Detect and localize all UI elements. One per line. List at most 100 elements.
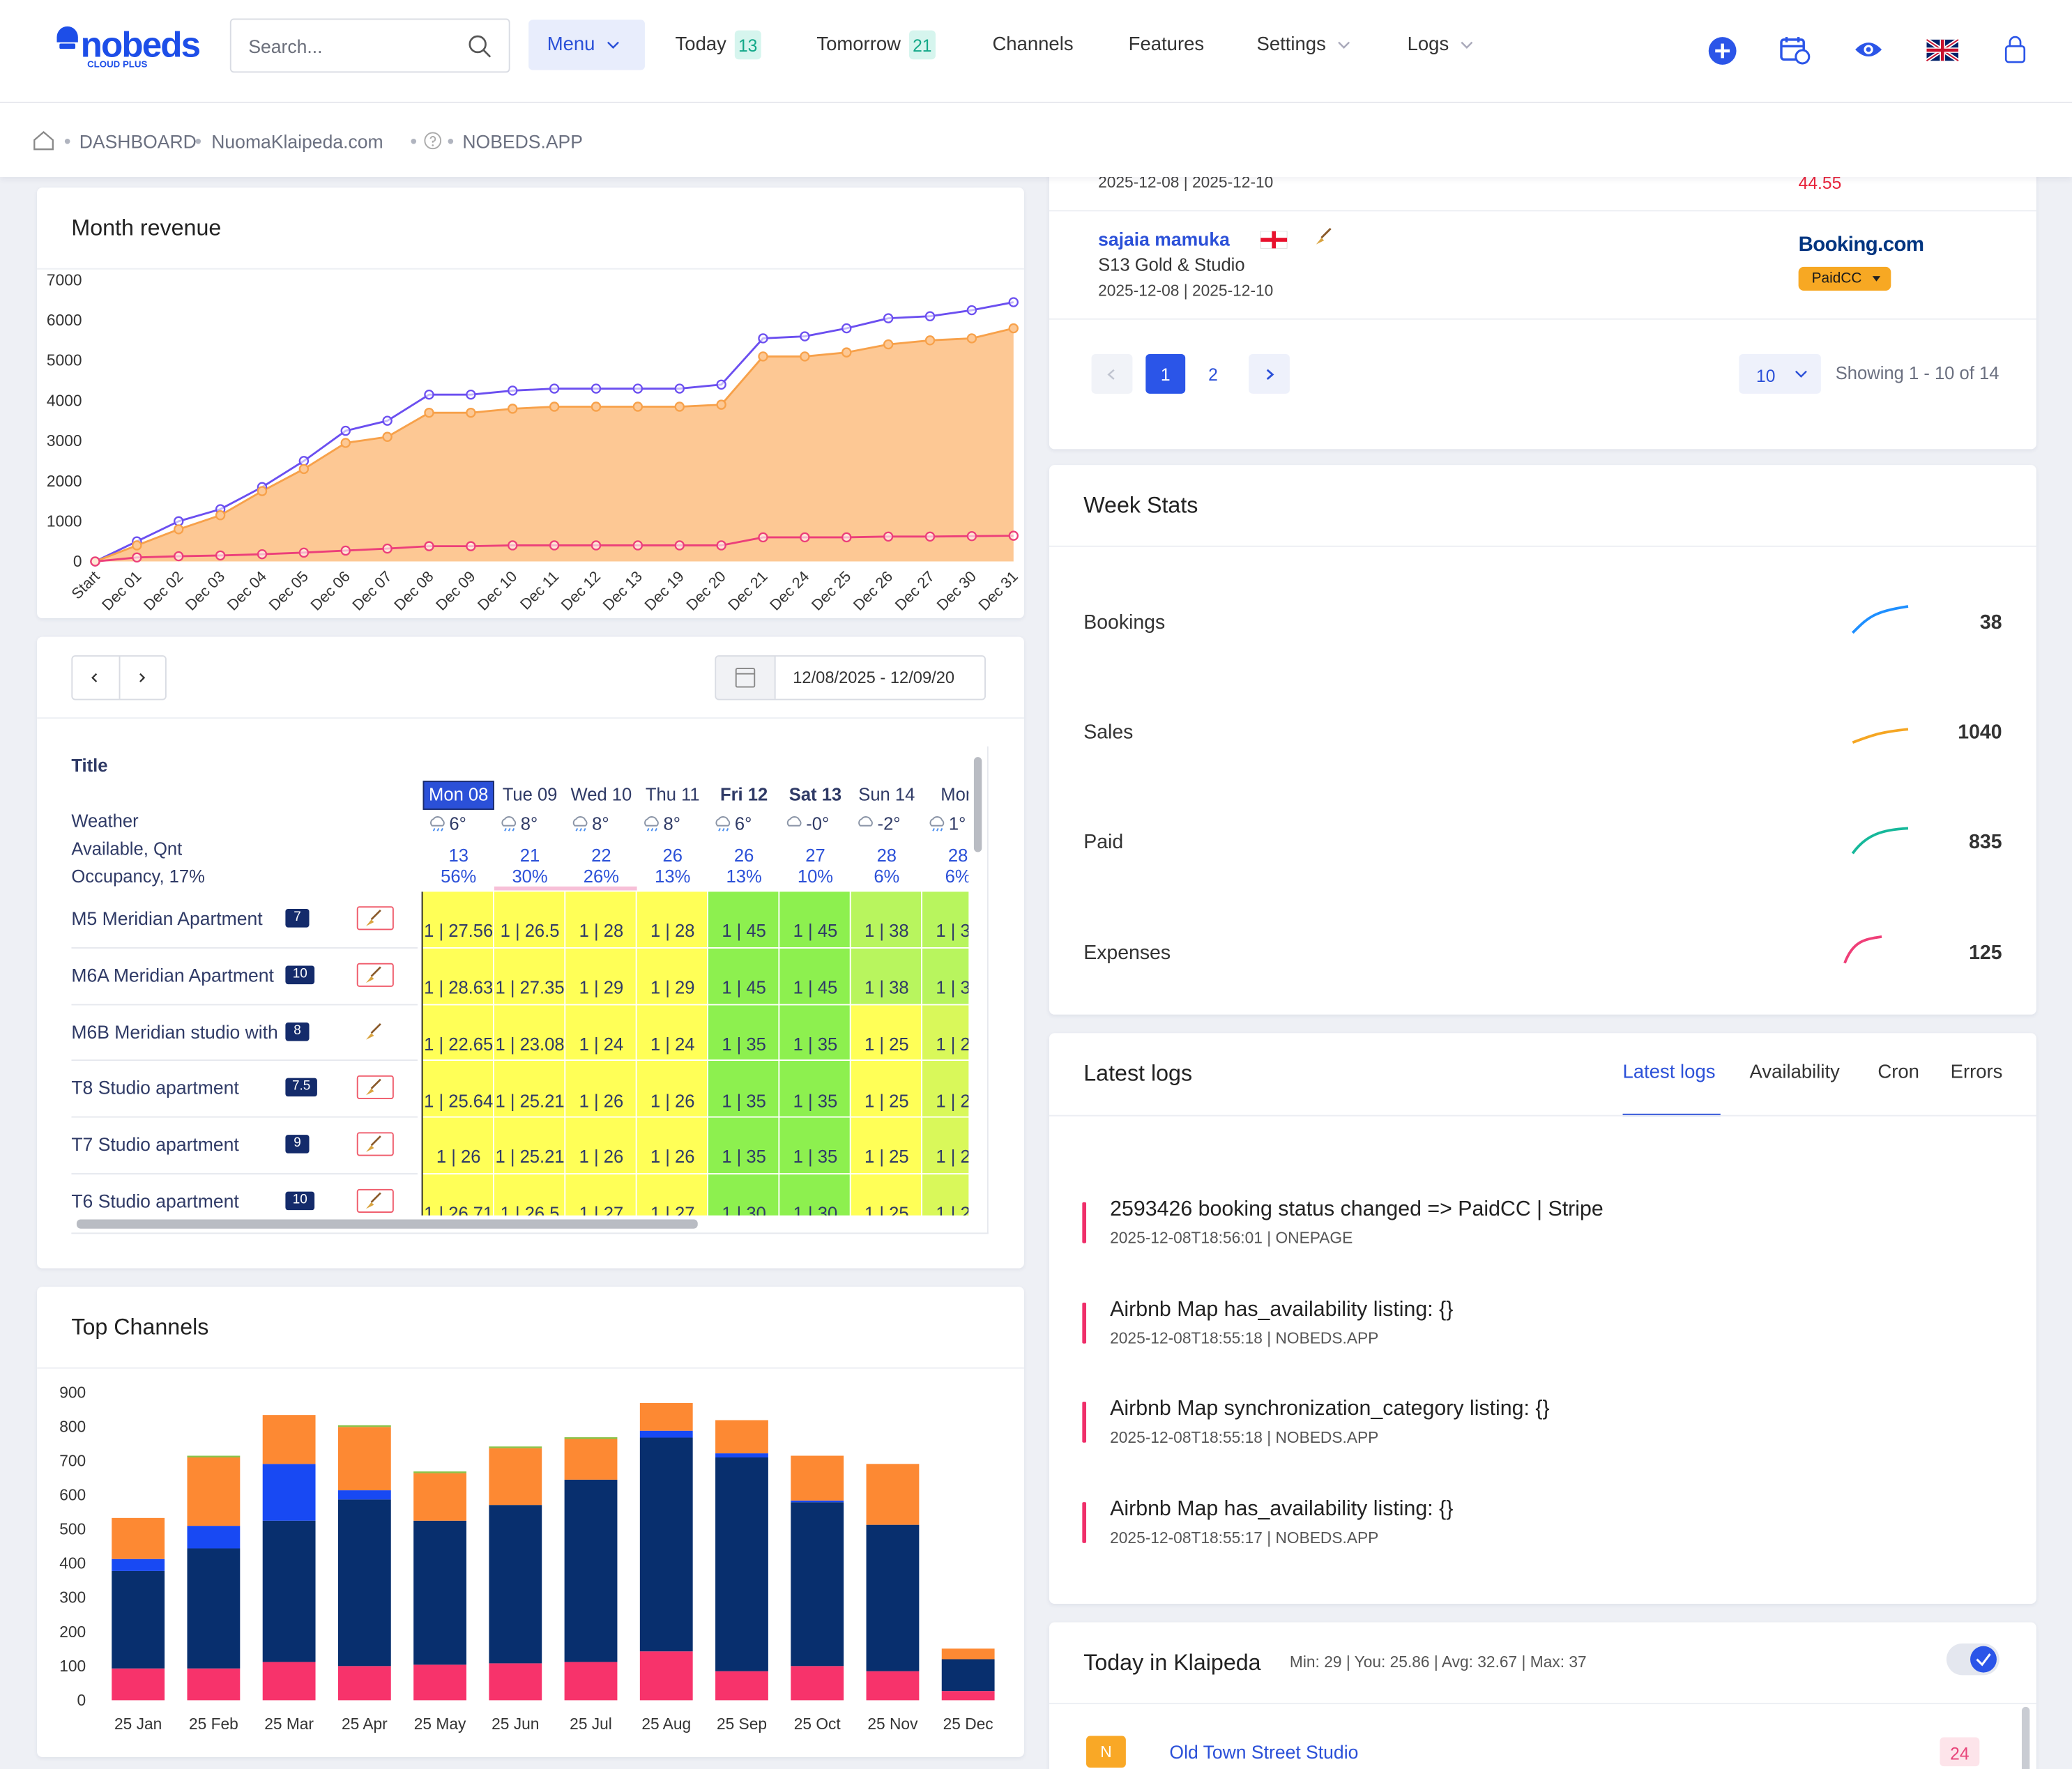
breadcrumb-item[interactable]: DASHBOARD <box>79 132 197 151</box>
per-page-select[interactable]: 10 <box>1739 354 1821 394</box>
separator <box>196 139 201 144</box>
booking-dates: 2025-12-08 | 2025-12-10 <box>1098 283 1273 299</box>
toggle[interactable] <box>1947 1644 1999 1675</box>
bar-segment <box>187 1669 240 1701</box>
arrow-part <box>1109 370 1114 379</box>
divider <box>119 657 121 699</box>
x-tick-label: 25 Sep <box>717 1715 767 1733</box>
bar-segment <box>791 1666 844 1700</box>
divider <box>1049 546 2036 547</box>
point <box>300 457 308 465</box>
nav-item[interactable]: Tomorrow <box>816 36 901 54</box>
lock-button-part <box>2006 46 2025 62</box>
separator <box>65 139 70 144</box>
caret <box>1873 276 1880 282</box>
bar-segment <box>187 1456 240 1457</box>
x-tick-label: Dec 04 <box>224 567 270 613</box>
point <box>550 384 558 392</box>
y-tick-label: 5000 <box>47 351 82 369</box>
y-tick-label: 2000 <box>47 472 82 490</box>
showing: Showing 1 - 10 of 14 <box>1836 365 1999 383</box>
point <box>968 306 976 314</box>
nav-item[interactable]: Today <box>676 36 726 54</box>
status-badge[interactable]: PaidCC <box>1799 267 1891 291</box>
log-message: Airbnb Map synchronization_category list… <box>1110 1399 1549 1420</box>
bar-segment <box>187 1549 240 1669</box>
log-tab[interactable]: Cron <box>1877 1063 1919 1082</box>
y-tick-label: 900 <box>59 1383 86 1401</box>
stat-value: 125 <box>1969 943 2002 963</box>
bar-segment <box>867 1525 920 1671</box>
point <box>800 332 809 341</box>
next-button[interactable] <box>139 673 145 683</box>
point <box>968 334 976 342</box>
bar-segment <box>715 1420 768 1453</box>
arrow <box>1107 369 1115 381</box>
point <box>300 465 308 473</box>
breadcrumb-item[interactable]: NuomaKlaipeda.com <box>211 132 383 151</box>
initial: N <box>1100 1744 1111 1760</box>
log-tab[interactable]: Availability <box>1750 1063 1840 1082</box>
page-button[interactable]: 2 <box>1194 354 1233 394</box>
point <box>634 541 642 549</box>
sparkline <box>1850 604 1911 635</box>
x-tick-label: Dec 02 <box>140 567 186 613</box>
language-flag[interactable] <box>1926 40 1958 61</box>
bar-segment <box>715 1457 768 1671</box>
logo: nobeds <box>81 27 200 63</box>
log-tab[interactable]: Latest logs <box>1623 1063 1716 1082</box>
date-nav <box>71 655 166 700</box>
point <box>842 324 851 332</box>
guest-name[interactable]: sajaia mamuka <box>1098 230 1230 249</box>
view-button[interactable] <box>1854 40 1883 59</box>
x-tick-label: 25 Oct <box>794 1715 841 1733</box>
bar-segment <box>187 1526 240 1548</box>
log-tab[interactable]: Errors <box>1951 1063 2003 1082</box>
nav-item[interactable]: Channels <box>992 36 1073 54</box>
help-icon-part <box>432 144 434 146</box>
bar-segment <box>112 1571 165 1669</box>
date-range[interactable]: 12/08/2025 - 12/09/20 <box>715 655 986 700</box>
prev-button[interactable] <box>91 673 98 683</box>
per-page: 10 <box>1756 367 1775 384</box>
broom-part <box>1321 229 1330 238</box>
log-message: 2593426 booking status changed => PaidCC… <box>1110 1200 1603 1220</box>
next-page[interactable] <box>1249 354 1290 394</box>
point <box>634 384 642 392</box>
help-icon-part <box>431 137 436 143</box>
x-tick-label: 25 Mar <box>264 1715 314 1733</box>
point <box>91 557 99 565</box>
bar-segment <box>791 1502 844 1666</box>
x-tick-label: Dec 26 <box>850 567 896 613</box>
search-box[interactable]: Search... <box>230 19 510 73</box>
y-tick-label: 500 <box>59 1520 86 1538</box>
bar-segment <box>565 1662 618 1700</box>
nav-item[interactable]: Features <box>1129 36 1204 54</box>
today-stats: Min: 29 | You: 25.86 | Avg: 32.67 | Max:… <box>1290 1654 1587 1670</box>
prev-page[interactable] <box>1092 354 1133 394</box>
bar-segment <box>791 1501 844 1502</box>
bar-segment <box>338 1666 391 1700</box>
bar-segment <box>413 1471 466 1473</box>
x-tick-label: Dec 20 <box>683 567 729 613</box>
bar-segment <box>263 1415 316 1464</box>
calendar-button-part <box>1796 50 1809 63</box>
point <box>884 340 892 349</box>
lock-button[interactable] <box>2004 34 2025 63</box>
bar-segment <box>640 1438 693 1652</box>
bar-segment <box>489 1505 542 1663</box>
nav-item[interactable]: Settings <box>1257 36 1326 54</box>
page-button[interactable]: 1 <box>1145 354 1185 394</box>
point <box>1010 324 1018 332</box>
chevron <box>607 41 620 49</box>
add-button[interactable] <box>1709 37 1737 65</box>
log-marker <box>1082 1402 1086 1443</box>
nav-item[interactable]: Logs <box>1408 36 1449 54</box>
x-tick-label: 25 Feb <box>189 1715 238 1733</box>
nav-item[interactable]: Menu <box>547 36 595 54</box>
bar-segment <box>489 1446 542 1448</box>
calendar-button[interactable] <box>1780 36 1811 65</box>
listing-name[interactable]: Old Town Street Studio <box>1169 1743 1358 1761</box>
point <box>592 384 600 392</box>
point <box>466 408 475 417</box>
